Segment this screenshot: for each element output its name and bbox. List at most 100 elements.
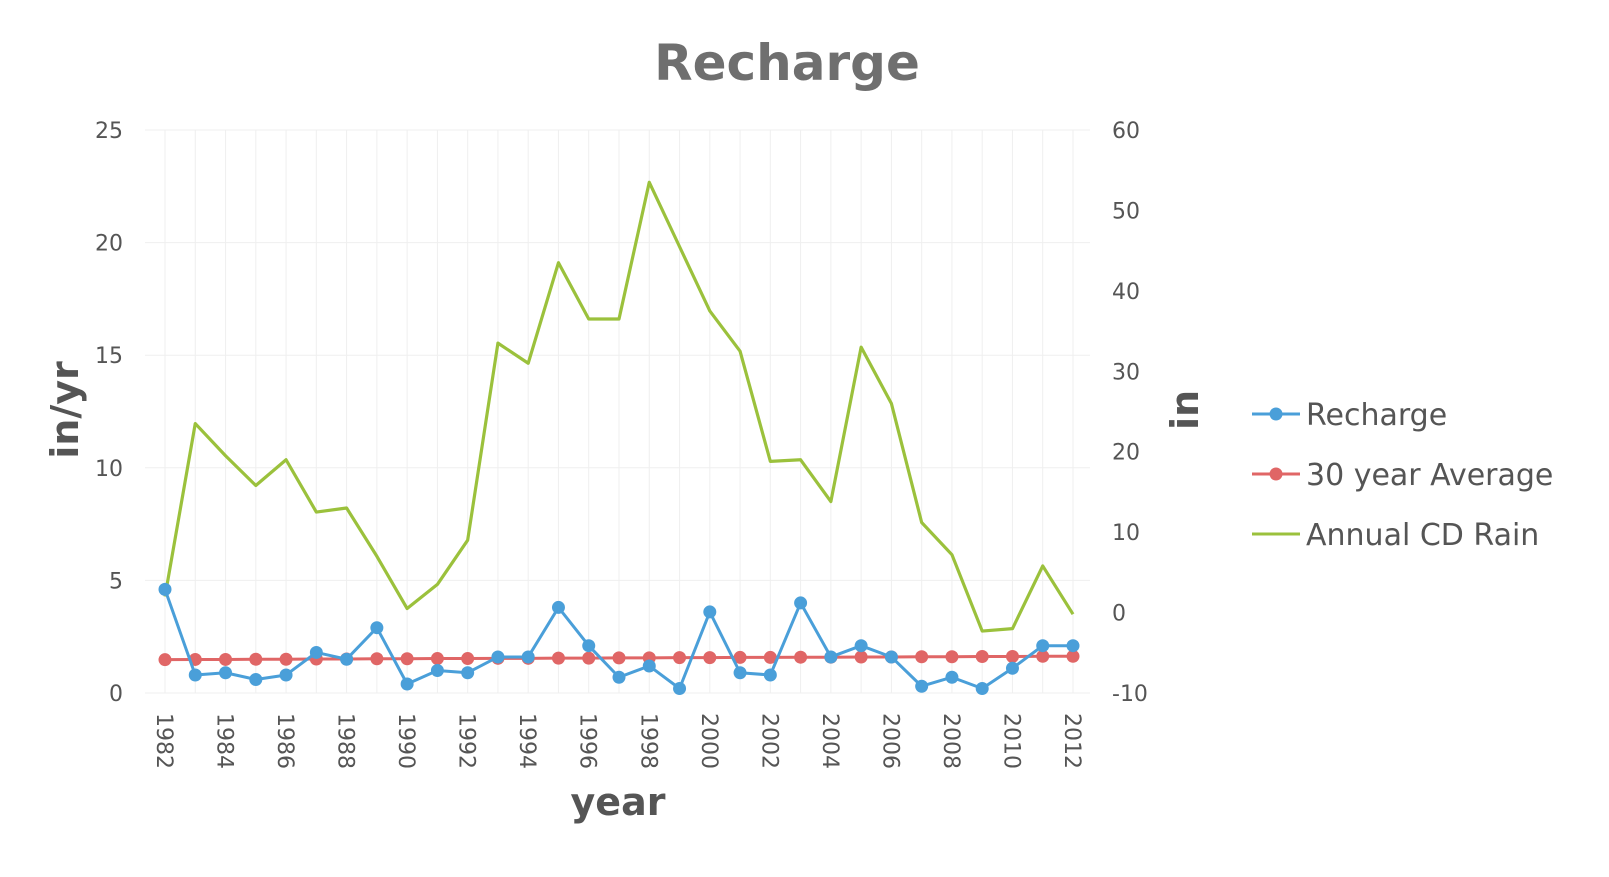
data-point <box>582 651 596 665</box>
x-tick-label: 2004 <box>817 713 842 769</box>
x-tick-label: 1988 <box>333 713 358 769</box>
data-point <box>582 639 596 653</box>
x-tick-label: 2008 <box>938 713 963 769</box>
data-point <box>794 596 808 610</box>
x-tick-label: 2010 <box>998 713 1023 769</box>
y-axis-title: in/yr <box>43 361 87 459</box>
data-point <box>975 650 989 664</box>
x-tick-label: 1998 <box>635 713 660 769</box>
data-point <box>188 668 202 682</box>
data-point <box>612 670 626 684</box>
data-point <box>733 666 747 680</box>
data-point <box>461 666 475 680</box>
data-point <box>158 653 172 667</box>
data-point <box>824 650 838 664</box>
data-point <box>461 652 475 666</box>
x-axis-ticks: 1982 1984 1986 1988 1990 1992 1994 1996 1998 2000… <box>151 713 1084 769</box>
data-point <box>703 651 717 665</box>
y-tick-label: 20 <box>95 232 123 257</box>
data-point <box>975 681 989 695</box>
data-point <box>854 639 868 653</box>
data-point <box>1036 649 1050 663</box>
series-30-year-average <box>158 649 1080 667</box>
legend: Recharge 30 year Average Annual CD Rain <box>1252 398 1553 553</box>
y2-tick-label: 40 <box>1112 280 1140 305</box>
x-tick-label: 1982 <box>151 713 176 769</box>
x-tick-label: 1986 <box>272 713 297 769</box>
series-annual-cd-rain <box>163 180 1075 633</box>
data-point <box>673 681 687 695</box>
y2-tick-label: 50 <box>1112 199 1140 224</box>
data-point <box>340 652 354 666</box>
data-point <box>854 650 868 664</box>
data-point <box>1036 639 1050 653</box>
x-tick-label: 1990 <box>393 713 418 769</box>
x-tick-label: 2000 <box>696 713 721 769</box>
y2-tick-label: 30 <box>1112 360 1140 385</box>
data-point <box>915 679 929 693</box>
data-point <box>370 652 384 666</box>
legend-swatch-marker <box>1269 467 1283 481</box>
y-axis-ticks: 0 5 10 15 20 25 <box>95 119 123 707</box>
y-tick-label: 5 <box>109 569 123 594</box>
x-tick-label: 2002 <box>756 713 781 769</box>
series-layer <box>158 180 1080 695</box>
legend-label: 30 year Average <box>1306 458 1553 493</box>
y-tick-label: 0 <box>109 682 123 707</box>
data-point <box>673 651 687 665</box>
y-tick-label: 25 <box>95 119 123 144</box>
data-point <box>703 605 717 619</box>
data-point <box>1066 649 1080 663</box>
data-point <box>158 582 172 596</box>
data-point <box>612 651 626 665</box>
data-point <box>370 621 384 635</box>
data-point <box>219 666 233 680</box>
data-point <box>763 668 777 682</box>
data-point <box>521 650 535 664</box>
data-point <box>794 650 808 664</box>
data-point <box>1005 650 1019 664</box>
data-point <box>491 650 505 664</box>
data-point <box>551 651 565 665</box>
grid <box>145 129 1090 694</box>
data-point <box>309 645 323 659</box>
data-point <box>945 670 959 684</box>
series-line <box>163 180 1075 633</box>
x-tick-label: 1994 <box>514 713 539 769</box>
data-point <box>279 668 293 682</box>
data-point <box>430 652 444 666</box>
data-point <box>733 650 747 664</box>
y2-tick-label: 60 <box>1112 119 1140 144</box>
data-point <box>1066 639 1080 653</box>
legend-label: Recharge <box>1306 398 1447 433</box>
chart-title: Recharge <box>654 34 920 92</box>
y-tick-label: 10 <box>95 457 123 482</box>
y-tick-label: 15 <box>95 344 123 369</box>
y2-tick-label: 0 <box>1112 602 1126 627</box>
data-point <box>642 659 656 673</box>
x-tick-label: 2006 <box>877 713 902 769</box>
data-point <box>430 663 444 677</box>
legend-label: Annual CD Rain <box>1306 518 1539 553</box>
y2-axis-ticks: -10 0 10 20 30 40 50 60 <box>1112 119 1148 707</box>
x-tick-label: 2012 <box>1059 713 1084 769</box>
data-point <box>945 650 959 664</box>
data-point <box>400 677 414 691</box>
y2-tick-label: 20 <box>1112 441 1140 466</box>
y2-tick-label: -10 <box>1112 682 1148 707</box>
x-tick-label: 1996 <box>575 713 600 769</box>
y2-tick-label: 10 <box>1112 521 1140 546</box>
y2-axis-title: in <box>1163 390 1207 430</box>
data-point <box>219 652 233 666</box>
data-point <box>763 650 777 664</box>
data-point <box>249 652 263 666</box>
data-point <box>400 652 414 666</box>
x-tick-label: 1992 <box>454 713 479 769</box>
data-point <box>279 652 293 666</box>
data-point <box>915 650 929 664</box>
data-point <box>884 650 898 664</box>
series-recharge <box>158 582 1080 695</box>
data-point <box>249 672 263 686</box>
x-tick-label: 1984 <box>212 713 237 769</box>
